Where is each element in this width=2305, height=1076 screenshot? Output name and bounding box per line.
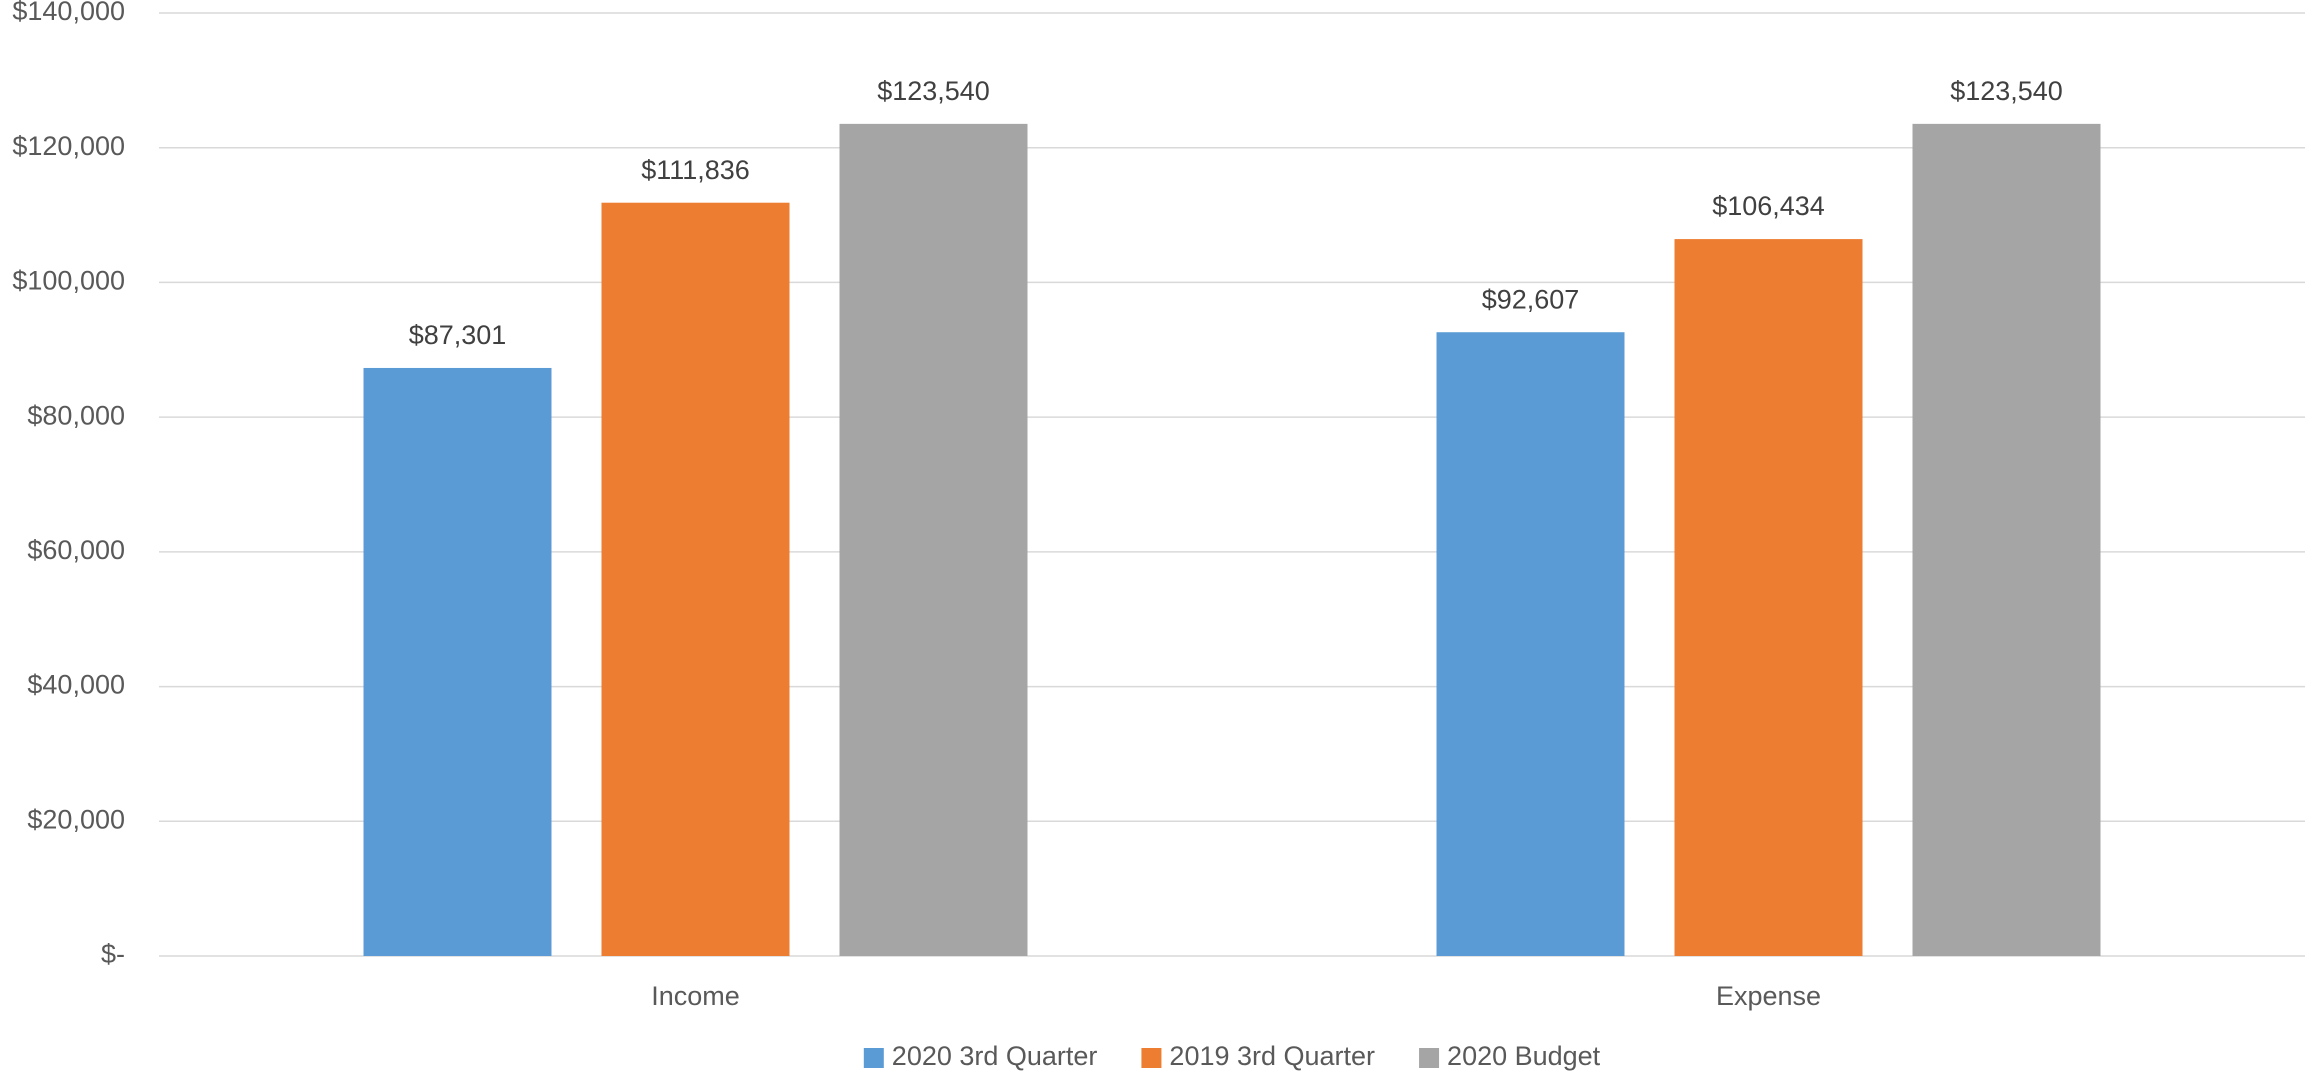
legend-label: 2019 3rd Quarter	[1169, 1041, 1375, 1071]
data-label: $106,434	[1712, 191, 1825, 221]
bar	[839, 123, 1028, 956]
data-label: $92,607	[1482, 284, 1580, 314]
legend-swatch	[863, 1048, 884, 1068]
legend-swatch	[1419, 1048, 1440, 1068]
y-tick-label: $20,000	[27, 804, 125, 834]
data-label: $123,540	[877, 76, 990, 106]
y-tick-label: $100,000	[12, 266, 125, 296]
y-tick-label: $60,000	[27, 535, 125, 565]
bar	[1436, 332, 1625, 956]
legend-swatch	[1141, 1048, 1162, 1068]
bar	[1674, 239, 1863, 956]
y-tick-label: $80,000	[27, 400, 125, 430]
y-tick-label: $40,000	[27, 670, 125, 700]
bar	[601, 202, 790, 956]
data-label: $123,540	[1950, 76, 2063, 106]
bar	[1912, 123, 2101, 956]
y-tick-label: $-	[101, 939, 125, 969]
y-tick-label: $140,000	[12, 0, 125, 26]
legend-label: 2020 3rd Quarter	[892, 1041, 1098, 1071]
data-label: $87,301	[409, 320, 507, 350]
data-label: $111,836	[641, 155, 750, 185]
y-tick-label: $120,000	[12, 131, 125, 161]
legend-label: 2020 Budget	[1447, 1041, 1601, 1071]
bar	[363, 367, 552, 956]
x-tick-label: Income	[651, 981, 740, 1011]
x-tick-label: Expense	[1716, 981, 1821, 1011]
